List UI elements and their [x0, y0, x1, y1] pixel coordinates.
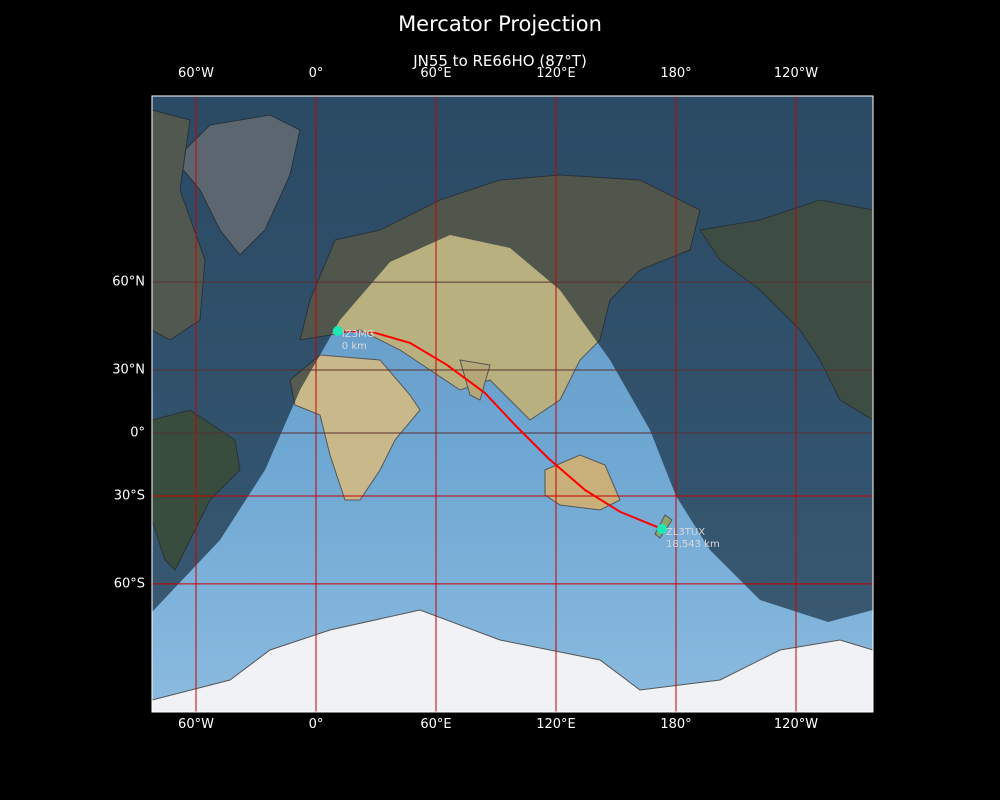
lat-tick-label: 0° — [130, 425, 145, 441]
lon-tick-label-bottom: 180° — [660, 717, 692, 732]
lat-tick-label: 30°N — [112, 362, 145, 378]
lon-tick-label-bottom: 120°W — [773, 717, 819, 732]
lon-tick-label-top: 0° — [308, 66, 324, 81]
end-marker[interactable] — [657, 523, 667, 534]
figure-subtitle: JN55 to RE66HO (87°T) — [413, 52, 587, 70]
graticule — [152, 96, 873, 712]
lon-tick-label-top: 120°E — [536, 66, 576, 81]
route — [337, 330, 663, 530]
route-start-dashed — [337, 330, 376, 334]
lat-tick-label: 60°N — [112, 274, 145, 290]
lon-tick-label-bottom: 0° — [308, 717, 324, 732]
lon-tick-label-bottom: 60°W — [178, 717, 214, 732]
africa — [289, 354, 421, 501]
lon-tick-label-top: 60°E — [420, 66, 452, 81]
lon-tick-label-top: 180° — [660, 66, 692, 81]
lat-tick-label: 30°S — [113, 488, 145, 504]
lon-tick-label-top: 60°W — [178, 66, 214, 81]
antarctica — [152, 609, 873, 712]
start-distance-label: 0 km — [342, 341, 367, 352]
map-frame — [151, 95, 874, 713]
lon-tick-label-bottom: 120°E — [536, 717, 576, 732]
start-callsign-label: IZ3MG — [342, 329, 375, 340]
lat-tick-label: 60°S — [113, 576, 145, 592]
lon-tick-label-top: 120°W — [773, 66, 819, 81]
end-distance-label: 18,543 km — [666, 539, 720, 550]
lon-tick-label-bottom: 60°E — [420, 717, 452, 732]
figure-title: Mercator Projection — [398, 12, 602, 36]
route-line — [374, 331, 663, 530]
start-marker[interactable] — [332, 325, 343, 336]
end-callsign-label: ZL3TUX — [666, 527, 705, 538]
night-shading — [152, 96, 873, 622]
